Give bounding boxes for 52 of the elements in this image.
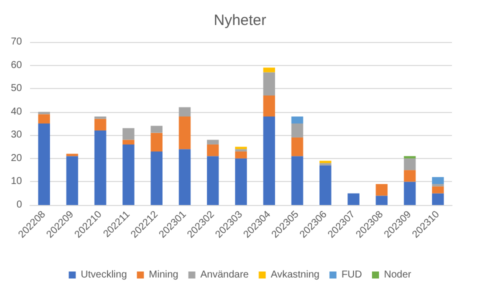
bar	[122, 140, 134, 144]
legend-label: Mining	[148, 270, 178, 280]
bar	[94, 118, 106, 130]
y-tick-label: 50	[10, 83, 22, 94]
bar	[178, 116, 191, 150]
bar	[432, 177, 444, 184]
bar	[291, 137, 304, 156]
bar	[122, 128, 134, 140]
bar	[432, 193, 444, 205]
bar	[150, 132, 163, 152]
bar	[263, 72, 276, 96]
bar	[150, 151, 163, 205]
chart-title: Nyheter	[214, 12, 266, 29]
bar	[263, 96, 276, 117]
bar	[376, 184, 388, 196]
bar	[178, 149, 191, 205]
bar	[235, 158, 247, 205]
y-tick-label: 60	[10, 60, 22, 71]
y-tick-label: 40	[10, 106, 22, 118]
y-tick-label: 70	[10, 36, 22, 48]
bar	[376, 196, 388, 205]
bar	[178, 107, 191, 117]
bar	[206, 140, 219, 144]
bar	[404, 170, 416, 182]
y-tick-label: 10	[10, 176, 22, 188]
bar	[319, 165, 332, 205]
legend-label: Noder	[384, 270, 412, 280]
bar	[66, 156, 78, 205]
bar	[432, 186, 444, 194]
y-tick-label: 0	[16, 200, 22, 210]
bar	[263, 116, 276, 205]
legend-label: Avkastning	[270, 270, 320, 280]
bar	[291, 124, 304, 138]
legend-label: Utveckling	[80, 270, 127, 280]
bar	[206, 144, 219, 156]
bar	[404, 158, 416, 170]
legend-label: Användare	[200, 270, 250, 280]
bar	[235, 151, 247, 158]
bar	[291, 116, 304, 124]
bar	[38, 124, 50, 205]
bar	[150, 126, 163, 133]
bar	[122, 144, 134, 205]
bar	[404, 182, 416, 205]
bar	[291, 156, 304, 205]
bar	[38, 114, 50, 124]
legend-label: FUD	[341, 270, 362, 280]
bar	[94, 130, 106, 205]
bar	[263, 68, 276, 72]
bar	[348, 193, 360, 205]
y-tick-label: 30	[10, 130, 22, 141]
bar	[206, 156, 219, 205]
y-tick-label: 20	[10, 152, 22, 164]
